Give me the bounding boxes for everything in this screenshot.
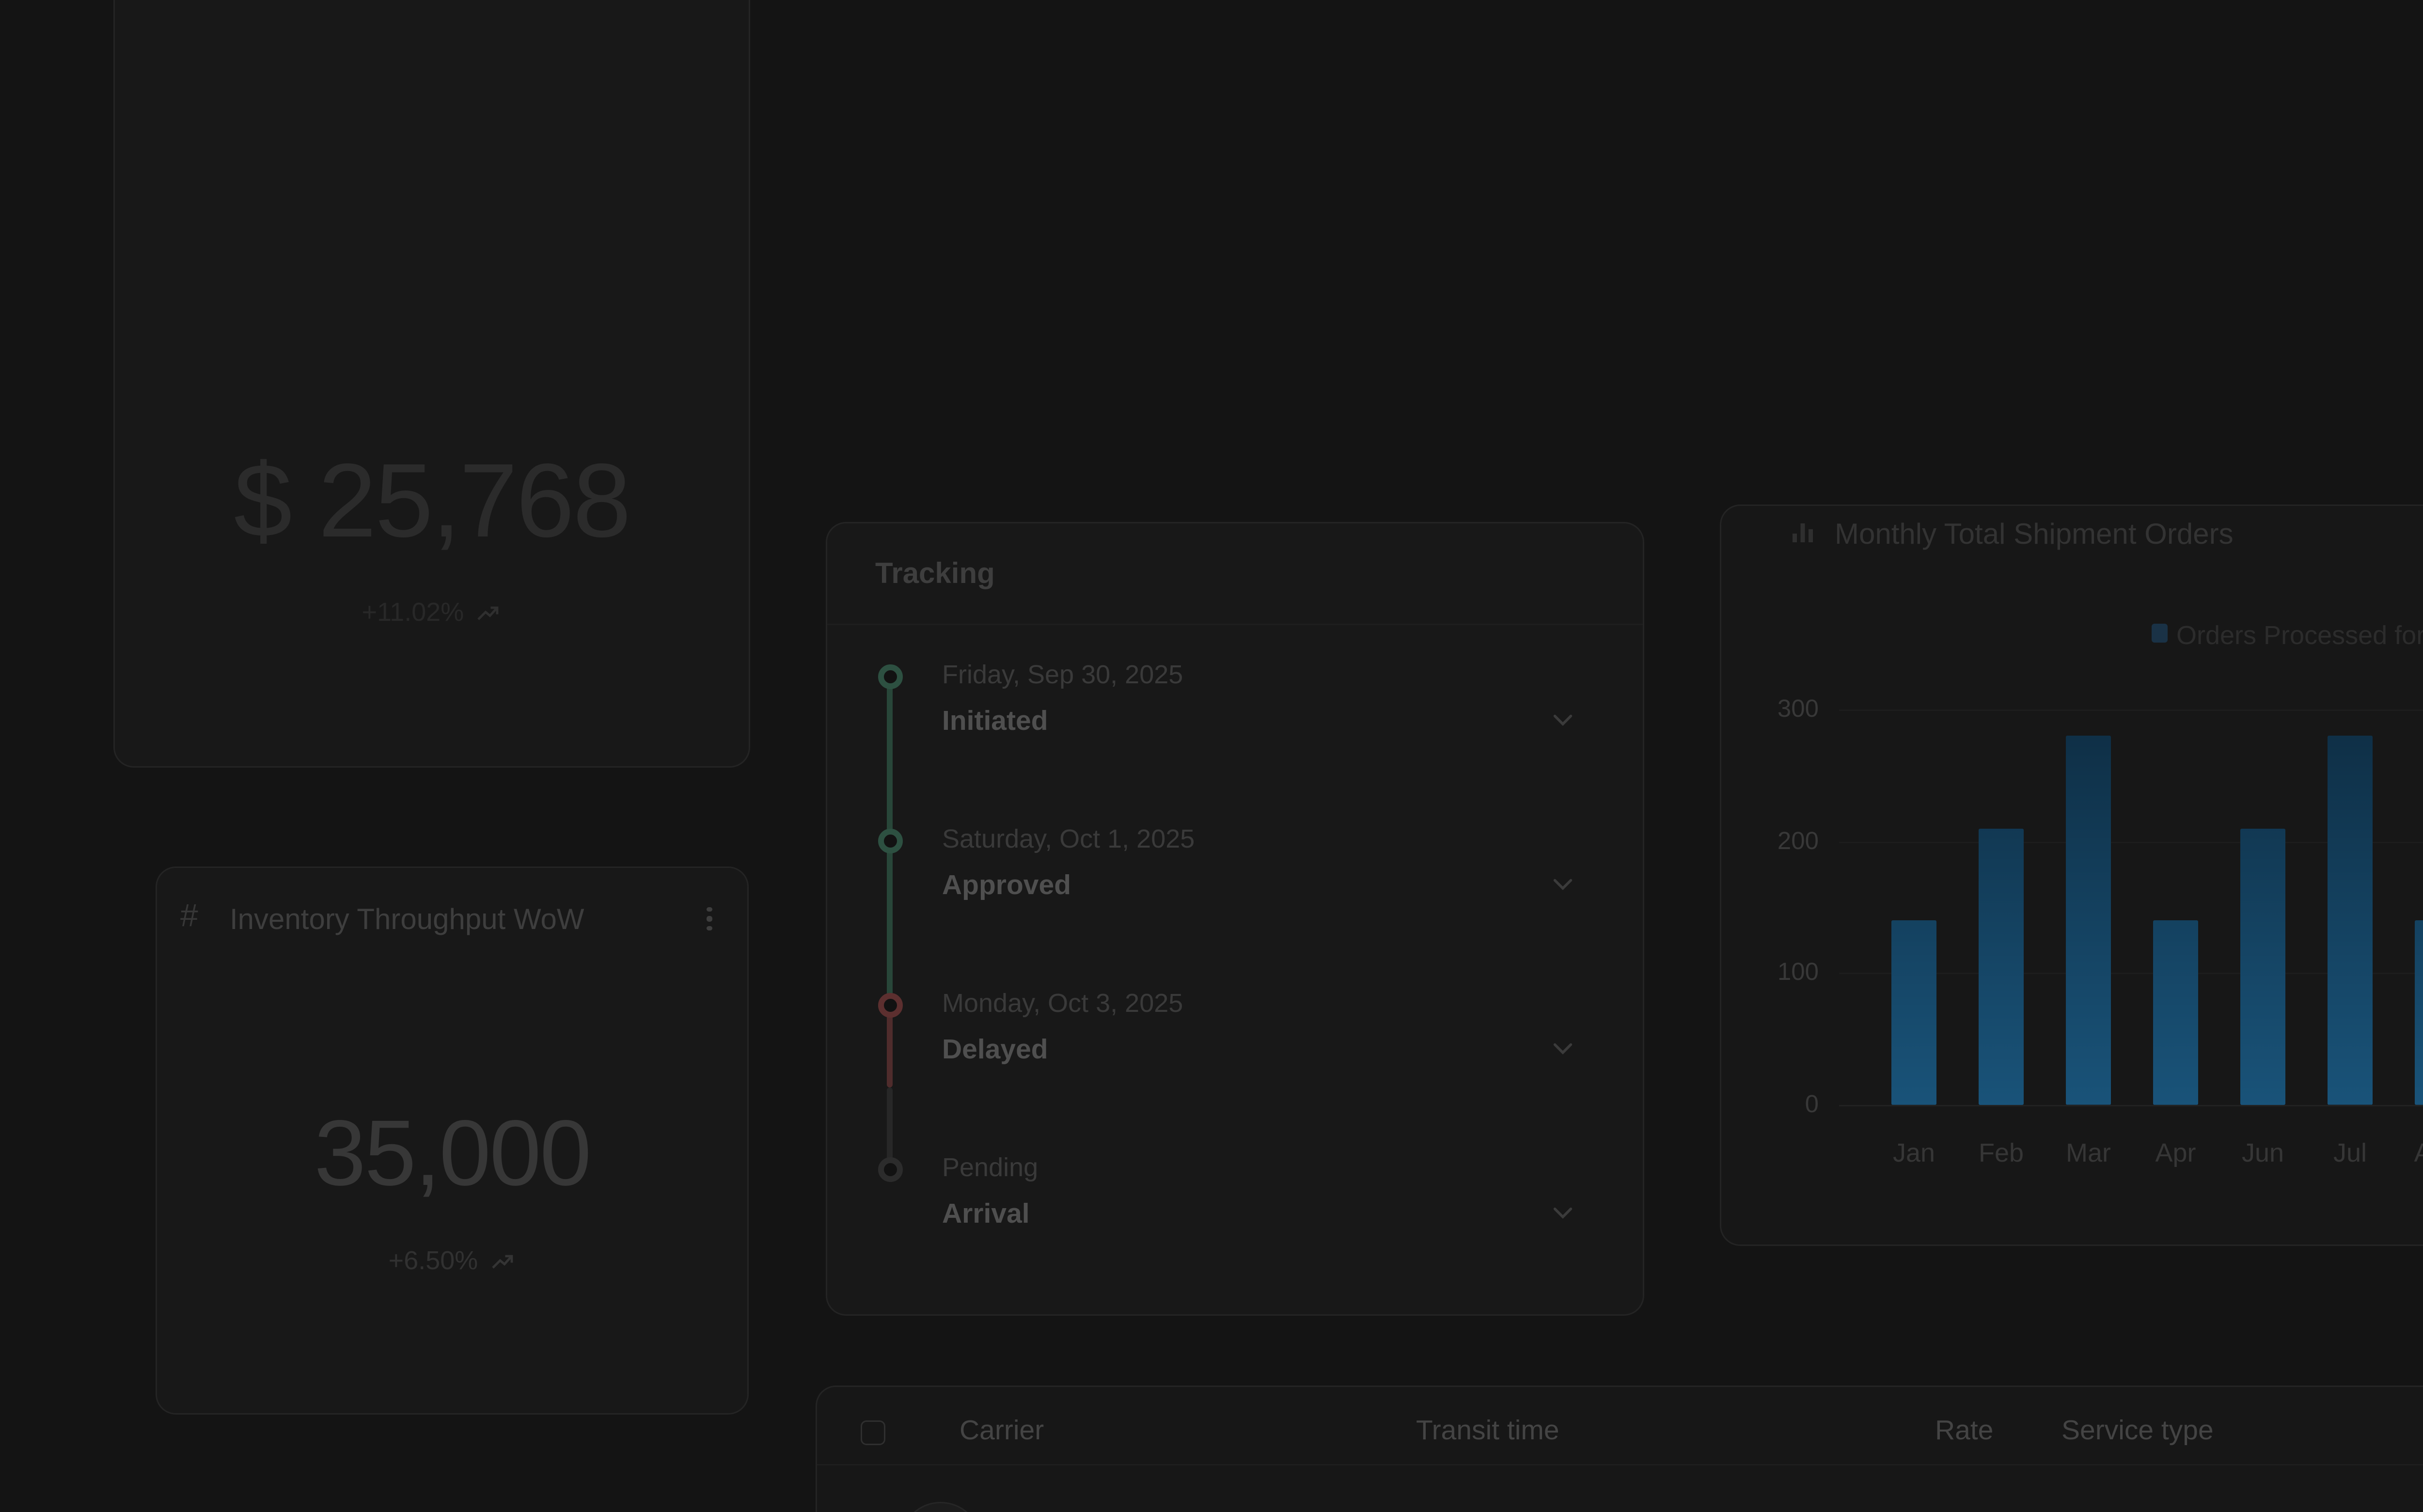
y-axis-tick-label: 0 — [1805, 1090, 1819, 1118]
inventory-throughput-card: # Inventory Throughput WoW 35,000 +6.50% — [156, 866, 749, 1415]
y-axis-tick-label: 100 — [1777, 958, 1819, 986]
x-axis-tick-label: Jan — [1892, 1138, 1935, 1167]
timeline-event-status: Delayed — [942, 1035, 1048, 1066]
chart-bar-jul[interactable] — [2328, 736, 2373, 1105]
x-axis-tick-label: Mar — [2066, 1138, 2111, 1167]
chart-bar-feb[interactable] — [1979, 828, 2024, 1105]
timeline-event-status: Approved — [942, 871, 1071, 901]
inventory-card-title: Inventory Throughput WoW — [230, 904, 584, 936]
legend-swatch — [2152, 624, 2168, 643]
table-header-divider — [817, 1464, 2423, 1465]
chevron-down-icon[interactable] — [1550, 1035, 1576, 1061]
timeline-dot-complete — [877, 663, 902, 689]
trending-up-icon — [477, 606, 499, 620]
x-axis-tick-label: Jul — [2333, 1138, 2367, 1167]
revenue-delta: +11.02% — [115, 598, 749, 628]
chevron-down-icon[interactable] — [1550, 1199, 1576, 1226]
select-all-checkbox[interactable] — [861, 1420, 885, 1445]
legend-label: Orders Processed for Shipment — [2176, 621, 2423, 650]
inventory-delta: +6.50% — [157, 1246, 747, 1276]
revenue-value: $ 25,768 — [234, 443, 631, 560]
x-axis-tick-label: Jun — [2241, 1138, 2284, 1167]
kebab-menu-button[interactable] — [695, 903, 724, 935]
y-axis-tick-label: 200 — [1777, 826, 1819, 854]
kebab-dot — [707, 926, 712, 931]
chevron-down-icon[interactable] — [1550, 871, 1576, 897]
table-column-header-rate: Rate — [1935, 1416, 1994, 1447]
chevron-down-icon[interactable] — [1550, 707, 1576, 733]
table-column-header-service-type: Service type — [2061, 1416, 2214, 1447]
timeline-event-date: Friday, Sep 30, 2025 — [942, 660, 1183, 689]
chart-bar-mar[interactable] — [2066, 736, 2111, 1105]
timeline-event-date: Monday, Oct 3, 2025 — [942, 989, 1183, 1018]
inventory-value: 35,000 — [314, 1101, 591, 1205]
timeline-event-date: Pending — [942, 1153, 1038, 1182]
bar-chart-plot: 3002001000JanFebMarAprJunJulAugSepOctNov… — [1778, 695, 2423, 1167]
chart-title: Monthly Total Shipment Orders — [1835, 519, 2234, 551]
timeline-dot-pending — [877, 1156, 902, 1181]
table-column-header-transit-time: Transit time — [1416, 1416, 1559, 1447]
bar-chart-icon — [1793, 523, 1813, 542]
chart-gridline — [1839, 841, 2423, 843]
timeline-connector-delayed — [887, 1005, 893, 1087]
timeline-connector-pending — [887, 1087, 893, 1169]
kebab-dot — [707, 916, 712, 922]
chart-bar-apr[interactable] — [2153, 920, 2198, 1105]
chart-gridline — [1839, 973, 2423, 975]
y-axis-tick-label: 300 — [1777, 695, 1819, 723]
timeline-event-status: Initiated — [942, 707, 1048, 737]
revenue-delta-text: +11.02% — [362, 598, 464, 627]
chart-bar-jun[interactable] — [2240, 828, 2285, 1105]
tracking-title: Tracking — [875, 558, 995, 590]
hash-icon: # — [180, 897, 198, 933]
chart-bar-jan[interactable] — [1891, 920, 1936, 1105]
table-column-header-carrier: Carrier — [960, 1416, 1044, 1447]
chart-bar-aug[interactable] — [2415, 920, 2423, 1105]
timeline-dot-complete — [877, 828, 902, 853]
kebab-dot — [707, 907, 712, 912]
x-axis-tick-label: Feb — [1978, 1138, 2024, 1167]
tracking-header-divider — [827, 624, 1643, 625]
revenue-stat-card: $ 25,768 +11.02% — [113, 0, 750, 768]
x-axis-tick-label: Apr — [2155, 1138, 2196, 1167]
inventory-delta-text: +6.50% — [388, 1246, 478, 1275]
carrier-avatar — [900, 1502, 981, 1512]
timeline-event-date: Saturday, Oct 1, 2025 — [942, 824, 1195, 853]
chart-gridline — [1839, 1105, 2423, 1106]
timeline-dot-error — [877, 992, 902, 1017]
tracking-card: Tracking Friday, Sep 30, 2025 Initiated Sa… — [826, 522, 1644, 1316]
chart-gridline — [1839, 709, 2423, 711]
trending-up-icon — [491, 1254, 513, 1268]
timeline-event-status: Arrival — [942, 1199, 1030, 1230]
x-axis-tick-label: Aug — [2394, 1138, 2423, 1170]
